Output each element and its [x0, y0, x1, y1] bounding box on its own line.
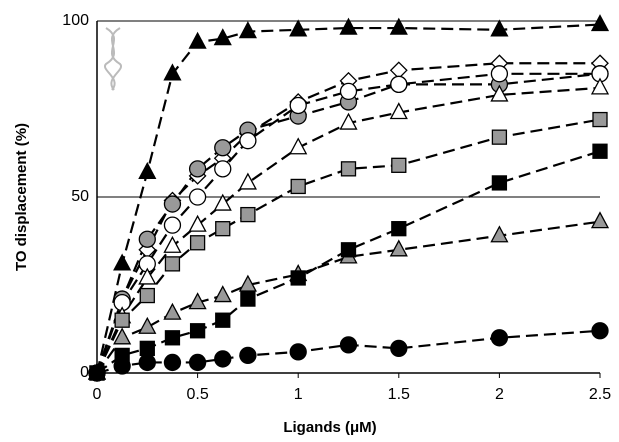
point — [240, 206, 256, 223]
point — [189, 235, 206, 251]
point — [88, 364, 106, 382]
point — [389, 239, 408, 257]
y-tick-label: 0 — [80, 364, 89, 381]
point — [592, 111, 608, 128]
point — [163, 216, 182, 234]
point — [138, 316, 157, 334]
point — [164, 256, 181, 272]
point — [290, 178, 306, 195]
point — [138, 353, 156, 372]
x-tick-label: 0 — [93, 386, 102, 403]
point — [490, 225, 509, 243]
point — [188, 188, 207, 206]
series-line — [95, 62, 600, 374]
y-tick-label: 50 — [71, 188, 89, 205]
point — [391, 221, 407, 237]
point — [490, 84, 509, 102]
point — [188, 292, 207, 310]
point — [188, 214, 207, 232]
point — [164, 330, 181, 346]
point — [590, 211, 610, 229]
point — [491, 129, 508, 145]
point — [138, 267, 157, 285]
x-tick-label: 2 — [495, 386, 504, 403]
point — [238, 172, 257, 190]
point — [289, 96, 307, 115]
point — [339, 112, 358, 130]
point — [215, 221, 231, 237]
point — [240, 291, 256, 307]
point — [239, 132, 257, 150]
point — [189, 323, 206, 339]
point — [289, 137, 308, 155]
point — [214, 350, 232, 368]
series-line — [95, 23, 601, 374]
point — [591, 322, 609, 340]
point — [113, 357, 131, 375]
point — [490, 329, 509, 347]
point — [188, 353, 207, 372]
point — [491, 175, 508, 191]
point — [592, 143, 608, 159]
point — [114, 312, 130, 328]
x-axis-label: Ligands (μM) — [283, 419, 376, 436]
point — [139, 340, 155, 357]
x-tick-label: 2.5 — [589, 386, 611, 403]
point — [391, 157, 407, 173]
point — [163, 302, 182, 320]
point — [213, 193, 232, 211]
series-line — [96, 150, 601, 374]
dna-icon — [103, 27, 123, 91]
point — [239, 346, 257, 365]
point — [163, 63, 182, 81]
point — [214, 160, 232, 178]
point — [113, 327, 132, 345]
point — [113, 253, 132, 271]
point — [139, 287, 155, 304]
point — [138, 161, 157, 180]
point — [490, 19, 509, 37]
point — [138, 230, 156, 248]
x-tick-label: 0.5 — [186, 386, 208, 403]
point — [290, 270, 306, 286]
point — [590, 14, 610, 32]
point — [340, 161, 357, 177]
point — [340, 242, 357, 258]
x-tick-label: 1.5 — [388, 386, 410, 403]
point — [389, 102, 408, 120]
point — [214, 139, 232, 157]
point — [339, 17, 358, 35]
point — [390, 75, 408, 94]
point — [163, 195, 182, 213]
point — [390, 339, 408, 358]
point — [163, 235, 182, 253]
y-tick-label: 100 — [62, 12, 89, 29]
point — [213, 28, 232, 46]
y-axis-label: TO displacement (%) — [13, 123, 30, 271]
series-line — [96, 118, 601, 374]
point — [238, 21, 257, 39]
x-tick-label: 1 — [294, 386, 303, 403]
point — [238, 274, 257, 292]
point — [163, 353, 182, 372]
point — [289, 343, 307, 361]
point — [339, 336, 358, 354]
point — [215, 312, 231, 328]
point — [389, 17, 408, 35]
point — [188, 160, 207, 178]
point — [490, 65, 509, 83]
point — [213, 285, 232, 303]
point — [339, 82, 358, 101]
point — [188, 31, 207, 49]
point — [289, 19, 308, 37]
point — [590, 77, 610, 95]
